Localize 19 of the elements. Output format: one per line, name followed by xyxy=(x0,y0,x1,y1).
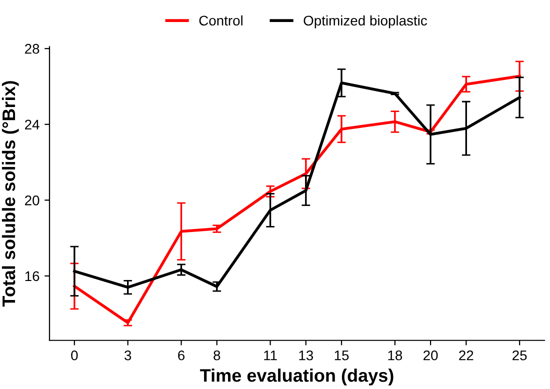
y-tick-label: 24 xyxy=(25,120,40,130)
y-tick-label: 28 xyxy=(25,44,40,54)
x-tick-label: 25 xyxy=(512,350,527,360)
y-axis-title: Total soluble solids (°Brix) xyxy=(2,81,19,307)
legend-label: Control xyxy=(199,15,242,26)
x-tick-label: 22 xyxy=(459,350,474,360)
x-tick-label: 3 xyxy=(124,350,132,360)
x-tick-label: 18 xyxy=(388,350,402,360)
x-tick-label: 6 xyxy=(178,350,185,360)
x-tick-label: 15 xyxy=(334,350,349,360)
x-tick-label: 0 xyxy=(71,350,78,360)
x-axis-title: Time evaluation (days) xyxy=(200,368,394,386)
legend-label: Optimized bioplastic xyxy=(304,15,427,28)
y-tick-label: 20 xyxy=(25,195,40,206)
x-tick-label: 20 xyxy=(424,350,438,360)
x-tick-label: 8 xyxy=(214,350,220,360)
y-tick-label: 16 xyxy=(25,271,40,282)
x-tick-label: 11 xyxy=(264,350,277,360)
x-tick-label: 13 xyxy=(299,350,314,360)
